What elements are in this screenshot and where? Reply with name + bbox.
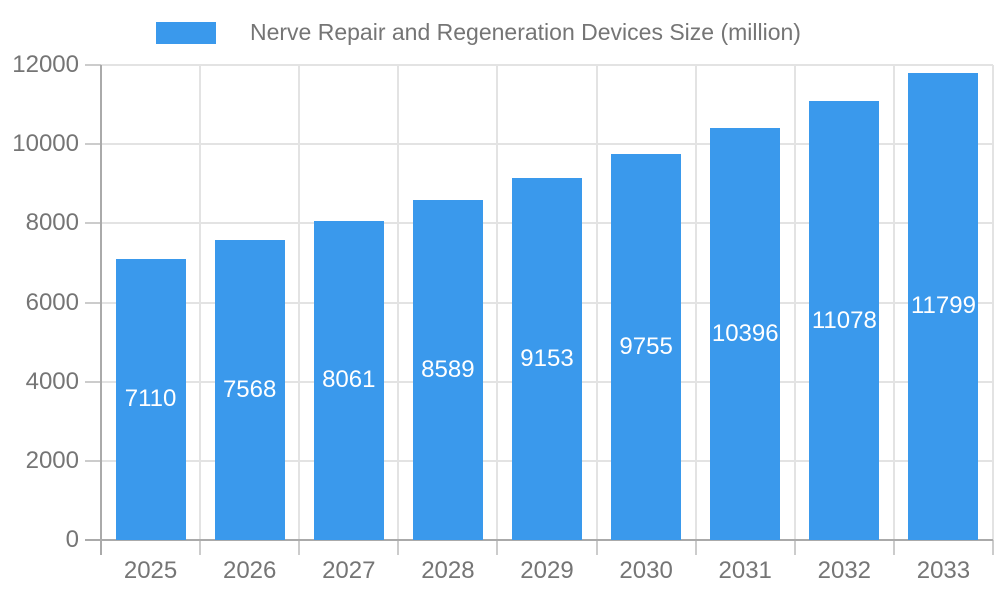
bar bbox=[313, 220, 384, 540]
gridline-vertical bbox=[397, 65, 400, 540]
x-axis-tick-label: 2032 bbox=[817, 557, 872, 584]
x-axis-tick-label: 2027 bbox=[322, 557, 376, 584]
gridline-vertical bbox=[298, 65, 301, 540]
y-axis-tick bbox=[85, 143, 101, 146]
y-axis-line bbox=[100, 65, 102, 555]
y-axis-tick-label: 10000 bbox=[12, 130, 79, 158]
y-axis-tick bbox=[85, 380, 101, 383]
chart-legend: Nerve Repair and Regeneration Devices Si… bbox=[156, 18, 801, 46]
y-axis-tick-label: 8000 bbox=[25, 209, 79, 237]
x-axis-tick bbox=[397, 540, 400, 555]
x-axis-tick bbox=[595, 540, 598, 555]
gridline-horizontal bbox=[101, 143, 993, 146]
legend-swatch bbox=[156, 22, 216, 44]
x-axis-tick-label: 2033 bbox=[916, 557, 971, 584]
bar-value-label: 8061 bbox=[322, 366, 376, 394]
bar-value-label: 8589 bbox=[421, 356, 475, 383]
y-axis-tick-label: 0 bbox=[65, 526, 79, 553]
bar bbox=[512, 177, 582, 540]
x-axis-tick bbox=[694, 540, 697, 555]
x-axis-tick-label: 2025 bbox=[123, 557, 178, 584]
y-axis-tick bbox=[85, 459, 101, 462]
x-axis-tick bbox=[793, 540, 796, 555]
x-axis-tick bbox=[298, 540, 301, 555]
gridline-horizontal bbox=[101, 64, 993, 66]
bar bbox=[214, 240, 285, 540]
x-axis-tick-label: 2028 bbox=[421, 557, 475, 584]
bar bbox=[115, 258, 186, 540]
bar bbox=[908, 72, 979, 540]
bar bbox=[611, 153, 682, 540]
bar-value-label: 11078 bbox=[811, 306, 877, 334]
gridline-vertical bbox=[992, 65, 994, 540]
x-axis-tick-label: 2026 bbox=[222, 557, 277, 584]
bar-value-label: 11799 bbox=[910, 292, 976, 320]
gridline-vertical bbox=[595, 65, 598, 540]
x-axis-tick bbox=[496, 540, 499, 555]
bar-value-label: 9755 bbox=[619, 332, 673, 360]
y-axis-tick bbox=[85, 301, 101, 304]
bar-value-label: 10396 bbox=[711, 320, 779, 348]
gridline-vertical bbox=[199, 65, 202, 540]
bar-value-label: 7568 bbox=[222, 376, 277, 404]
bar-value-label: 7110 bbox=[124, 385, 177, 413]
x-axis-tick-label: 2030 bbox=[619, 557, 673, 584]
chart-title: Nerve Repair and Regeneration Devices Si… bbox=[250, 19, 801, 45]
y-axis-tick bbox=[85, 64, 101, 66]
x-axis-tick-label: 2029 bbox=[520, 557, 574, 584]
y-axis-tick-label: 12000 bbox=[12, 51, 79, 78]
x-axis-tick bbox=[199, 540, 202, 555]
x-axis-tick bbox=[992, 540, 994, 555]
x-axis-line bbox=[85, 539, 993, 541]
bar-value-label: 9153 bbox=[520, 344, 574, 372]
x-axis-tick bbox=[892, 540, 895, 555]
y-axis-tick bbox=[85, 222, 101, 225]
bar bbox=[710, 128, 781, 540]
bar bbox=[412, 200, 483, 540]
bar bbox=[809, 101, 880, 540]
gridline-vertical bbox=[892, 65, 895, 540]
gridline-vertical bbox=[793, 65, 796, 540]
x-axis-tick-label: 2031 bbox=[718, 557, 772, 584]
y-axis-tick-label: 2000 bbox=[25, 446, 79, 474]
y-axis-tick-label: 4000 bbox=[25, 367, 79, 395]
y-axis-tick-label: 6000 bbox=[25, 288, 79, 316]
gridline-vertical bbox=[496, 65, 499, 540]
gridline-vertical bbox=[694, 65, 697, 540]
